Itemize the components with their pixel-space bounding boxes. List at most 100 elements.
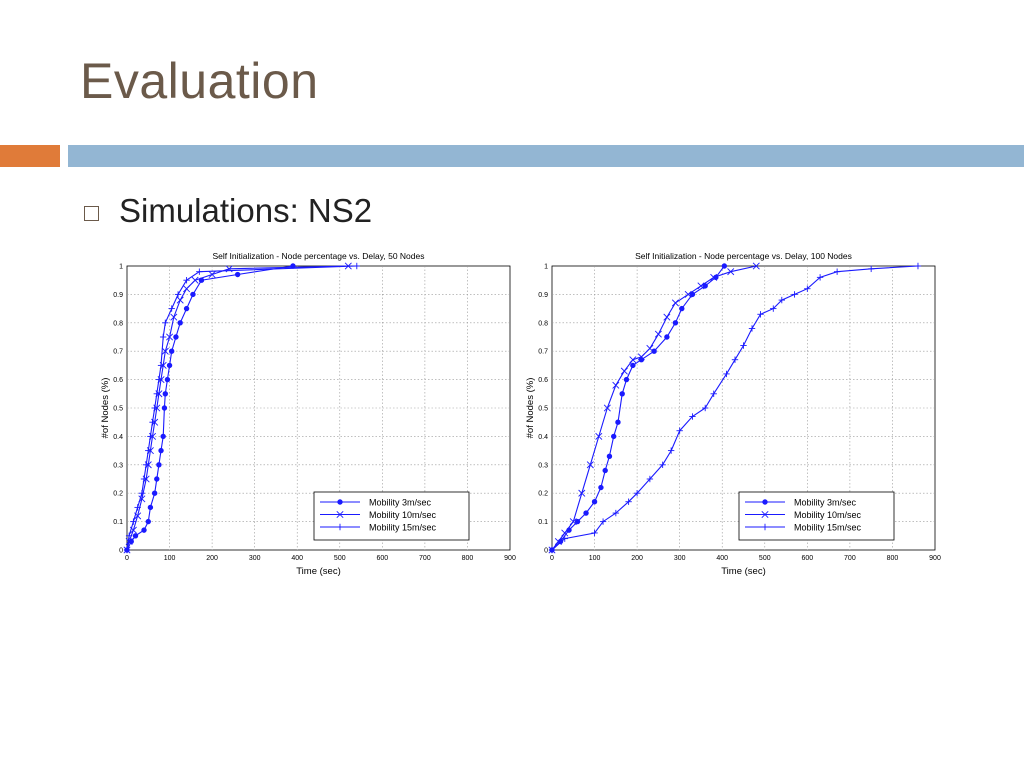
x-tick-label: 600	[801, 555, 813, 562]
data-point-b	[684, 290, 692, 298]
legend-marker	[336, 510, 344, 519]
data-point	[654, 330, 662, 338]
chart-title: Self Initialization - Node percentage vs…	[635, 251, 852, 261]
data-point	[123, 546, 131, 554]
legend: Mobility 3m/sec Mobility 10m/sec Mobility …	[738, 491, 895, 541]
data-point	[615, 419, 621, 425]
y-tick-label: 0.6	[113, 377, 123, 384]
x-tick-label: 400	[716, 555, 728, 562]
data-point	[141, 527, 147, 533]
data-point	[161, 405, 168, 411]
data-point	[679, 305, 685, 312]
data-point	[710, 390, 717, 397]
data-point-b	[129, 526, 137, 534]
legend-label: Mobility 3m/sec	[369, 498, 432, 508]
y-tick-label: 0.1	[113, 519, 123, 526]
legend-marker-b	[761, 510, 769, 519]
x-tick-label: 100	[164, 555, 176, 562]
x-tick-label: 700	[419, 555, 431, 562]
data-point-b	[654, 330, 662, 338]
data-point	[138, 490, 146, 497]
data-point	[629, 356, 637, 364]
y-axis-label: #of Nodes (%)	[100, 378, 111, 439]
data-point	[721, 263, 728, 269]
y-tick-label: 1	[119, 264, 123, 271]
data-point	[164, 376, 171, 383]
data-point	[731, 356, 739, 363]
data-point	[166, 362, 173, 369]
data-point-b	[134, 512, 142, 520]
data-point	[672, 320, 679, 326]
data-point	[153, 390, 160, 397]
y-tick-label: 0.2	[538, 491, 548, 498]
x-tick-label: 900	[929, 555, 941, 562]
data-point	[611, 433, 617, 440]
data-point	[603, 404, 611, 412]
x-tick-label: 400	[291, 555, 303, 562]
y-tick-label: 0.3	[538, 462, 548, 469]
x-tick-label: 700	[844, 555, 856, 562]
data-point	[684, 290, 692, 298]
data-point	[833, 268, 841, 275]
y-tick-label: 0.7	[113, 349, 123, 356]
data-point-b	[183, 285, 191, 293]
data-point	[748, 325, 756, 332]
bullet-text: Simulations: NS2	[119, 192, 373, 229]
series-3	[123, 262, 360, 554]
data-point	[612, 509, 620, 517]
data-point	[183, 305, 190, 312]
bullet-item: Simulations: NS2	[84, 192, 372, 230]
data-point-b	[554, 537, 562, 545]
data-point	[816, 274, 824, 281]
data-point	[145, 447, 152, 454]
data-point	[740, 342, 747, 349]
slide-title: Evaluation	[80, 53, 319, 109]
data-point-b	[586, 461, 594, 469]
data-point-b	[170, 313, 178, 321]
y-tick-label: 0.6	[538, 377, 548, 384]
data-point	[591, 529, 598, 537]
data-point	[583, 510, 589, 516]
data-point	[174, 291, 182, 298]
x-tick-label: 300	[249, 555, 261, 562]
data-point	[676, 427, 683, 434]
x-tick-label: 300	[674, 555, 686, 562]
data-point-b	[603, 404, 611, 412]
data-point-b	[561, 529, 569, 537]
data-point	[154, 476, 160, 482]
data-point	[147, 433, 154, 440]
y-tick-label: 0	[544, 548, 548, 555]
data-point	[168, 348, 175, 354]
x-tick-label: 200	[206, 555, 218, 562]
data-point	[160, 433, 166, 440]
data-point	[623, 376, 630, 383]
data-point	[158, 447, 164, 454]
y-tick-label: 0.8	[113, 320, 123, 327]
data-point-b	[710, 273, 718, 281]
data-point	[162, 391, 169, 397]
data-point	[651, 348, 657, 354]
data-point-b	[595, 432, 603, 440]
x-tick-label: 800	[462, 555, 474, 562]
bullet-square-icon	[84, 205, 99, 221]
data-point	[646, 475, 654, 483]
data-point	[578, 489, 586, 497]
data-point	[606, 453, 613, 459]
data-point	[778, 296, 785, 304]
legend-label: Mobility 15m/sec	[369, 523, 437, 533]
x-tick-label: 0	[125, 555, 129, 562]
data-point-b	[671, 299, 679, 307]
x-tick-label: 600	[376, 555, 388, 562]
data-point-b	[569, 518, 577, 526]
x-tick-label: 900	[504, 555, 516, 562]
data-point	[595, 432, 603, 440]
data-point	[757, 311, 764, 318]
data-point	[234, 271, 241, 278]
data-point	[170, 313, 178, 321]
data-point	[161, 347, 169, 355]
data-point	[149, 419, 156, 426]
data-point	[867, 265, 875, 273]
data-point	[659, 461, 666, 468]
data-point	[914, 262, 922, 270]
data-point	[637, 353, 645, 361]
